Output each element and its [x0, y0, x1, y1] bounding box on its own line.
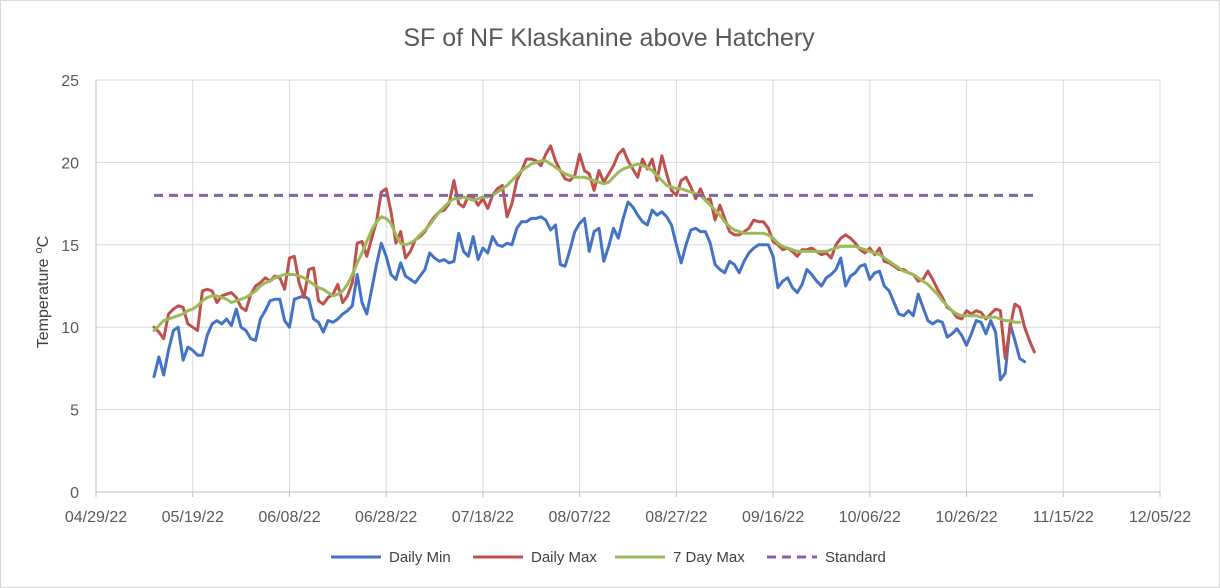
legend-label-standard: Standard [825, 549, 886, 566]
y-tick-label: 0 [70, 485, 79, 502]
y-tick-label: 5 [70, 403, 79, 420]
x-tick-label: 06/28/22 [355, 509, 417, 526]
axes: 04/29/22 05/19/22 06/08/22 06/28/22 07/18/22… [61, 73, 1191, 526]
x-tick-label: 08/07/22 [548, 509, 610, 526]
x-tick-label: 11/15/22 [1033, 509, 1094, 526]
x-tick-label: 12/05/22 [1129, 509, 1191, 526]
legend-label-daily-max: Daily Max [531, 549, 597, 566]
x-tick-label: 10/26/22 [935, 509, 997, 526]
chart-title: SF of NF Klaskanine above Hatchery [403, 24, 815, 52]
x-tick-label: 06/08/22 [258, 509, 320, 526]
x-tick-label: 08/27/22 [645, 509, 707, 526]
x-tick-label: 09/16/22 [742, 509, 804, 526]
series-lines [152, 144, 1036, 382]
y-axis-label-unit: C [35, 236, 52, 248]
y-axis-label: Temperature oC [33, 236, 52, 349]
y-axis-label-degree: o [33, 247, 45, 253]
y-tick-label: 15 [61, 238, 79, 255]
y-tick-label: 20 [61, 155, 79, 172]
y-axis-label-text: Temperature [35, 258, 52, 348]
legend: Daily Min Daily Max 7 Day Max Standard [331, 549, 886, 566]
7-day-max-line [152, 159, 1022, 332]
daily-max-line [152, 144, 1036, 360]
x-tick-label: 04/29/22 [65, 509, 127, 526]
legend-label-daily-min: Daily Min [389, 549, 451, 566]
daily-min-line [152, 200, 1027, 382]
legend-label-7-day-max: 7 Day Max [673, 549, 745, 566]
x-tick-label: 07/18/22 [452, 509, 514, 526]
x-tick-label: 05/19/22 [162, 509, 224, 526]
y-tick-label: 25 [61, 73, 79, 90]
y-tick-label: 10 [61, 320, 79, 337]
x-tick-label: 10/06/22 [839, 509, 901, 526]
